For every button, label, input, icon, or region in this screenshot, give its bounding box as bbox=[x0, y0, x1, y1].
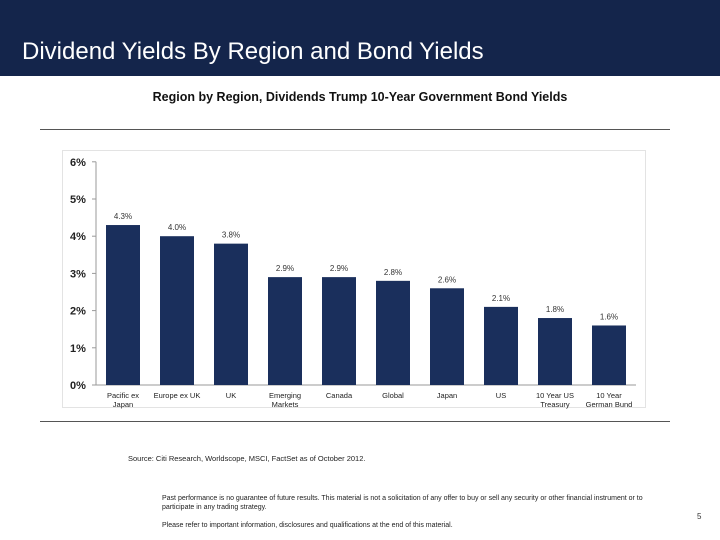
x-tick-label-line: Emerging bbox=[269, 391, 301, 400]
data-label: 2.8% bbox=[384, 268, 402, 277]
x-tick-label: US bbox=[496, 391, 506, 400]
bar bbox=[322, 277, 356, 385]
page-number: 5 bbox=[697, 512, 702, 521]
data-label: 2.9% bbox=[276, 264, 294, 273]
y-tick-label: 1% bbox=[70, 343, 86, 355]
x-tick-label-line: Global bbox=[382, 391, 404, 400]
bar bbox=[160, 236, 194, 385]
x-tick-label-line: Markets bbox=[272, 400, 299, 409]
data-label: 1.6% bbox=[600, 312, 618, 321]
bar bbox=[268, 277, 302, 385]
data-label: 4.3% bbox=[114, 212, 132, 221]
source-note: Source: Citi Research, Worldscope, MSCI,… bbox=[128, 454, 366, 463]
data-label: 4.0% bbox=[168, 223, 186, 232]
bar bbox=[430, 288, 464, 385]
data-label: 2.1% bbox=[492, 294, 510, 303]
x-tick-label: Canada bbox=[326, 391, 353, 400]
disclosure-reference: Please refer to important information, d… bbox=[162, 522, 453, 529]
x-tick-label-line: Europe ex UK bbox=[154, 391, 201, 400]
x-tick-label: Emerging Markets bbox=[269, 391, 301, 409]
data-label: 3.8% bbox=[222, 231, 240, 240]
x-tick-label-line: Treasury bbox=[540, 400, 570, 409]
data-label: 2.6% bbox=[438, 275, 456, 284]
x-tick-label-line: German Bund bbox=[586, 400, 633, 409]
data-label: 2.9% bbox=[330, 264, 348, 273]
x-tick-label: 10 Year US Treasury bbox=[536, 391, 574, 409]
top-rule bbox=[40, 129, 670, 130]
bar bbox=[214, 243, 248, 385]
y-tick-label: 2% bbox=[70, 306, 86, 318]
x-tick-label-line: 10 Year US bbox=[536, 391, 574, 400]
x-tick-label: Japan bbox=[437, 391, 457, 400]
x-tick-label-line: 10 Year bbox=[596, 391, 622, 400]
page-title: Dividend Yields By Region and Bond Yield… bbox=[22, 38, 484, 65]
x-tick-label: Europe ex UK bbox=[154, 391, 201, 400]
disclaimer-text: Past performance is no guarantee of futu… bbox=[162, 495, 643, 511]
x-tick-label: Global bbox=[382, 391, 404, 400]
bar bbox=[592, 325, 626, 385]
bar bbox=[538, 318, 572, 385]
y-tick-label: 0% bbox=[70, 380, 86, 392]
y-tick-label: 4% bbox=[70, 231, 86, 243]
bar bbox=[484, 306, 518, 385]
x-tick-label-line: Pacific ex bbox=[107, 391, 139, 400]
x-tick-label-line: UK bbox=[226, 391, 236, 400]
x-tick-label-line: US bbox=[496, 391, 506, 400]
y-tick-label: 3% bbox=[70, 268, 86, 280]
x-tick-label: UK bbox=[226, 391, 236, 400]
y-tick-label: 5% bbox=[70, 194, 86, 206]
title-bar: Dividend Yields By Region and Bond Yield… bbox=[0, 0, 720, 76]
x-tick-label-line: Japan bbox=[437, 391, 457, 400]
x-tick-label-line: Japan bbox=[113, 400, 133, 409]
x-tick-label: Pacific ex Japan bbox=[107, 391, 139, 409]
x-tick-label: 10 Year German Bund bbox=[586, 391, 633, 409]
bar bbox=[376, 280, 410, 385]
bar bbox=[106, 225, 140, 385]
x-tick-label-line: Canada bbox=[326, 391, 353, 400]
y-tick-label: 6% bbox=[70, 157, 86, 169]
bottom-rule bbox=[40, 421, 670, 422]
chart-title: Region by Region, Dividends Trump 10-Yea… bbox=[152, 90, 568, 104]
data-label: 1.8% bbox=[546, 305, 564, 314]
chart-frame bbox=[62, 150, 646, 408]
